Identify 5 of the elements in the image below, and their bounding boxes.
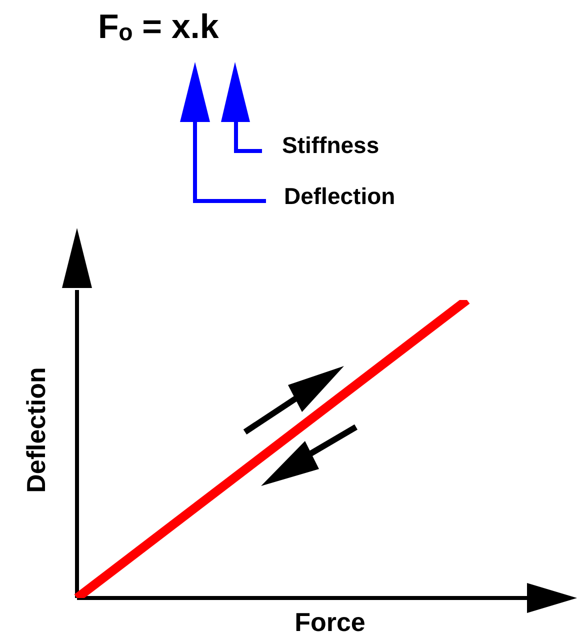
text: Deflection <box>284 183 396 210</box>
x-axis-title: Force <box>294 607 366 638</box>
y-axis-title: Deflection <box>21 367 52 493</box>
text: Stiffness <box>282 132 380 159</box>
chart-title: Fₒ = x.k <box>98 8 219 47</box>
